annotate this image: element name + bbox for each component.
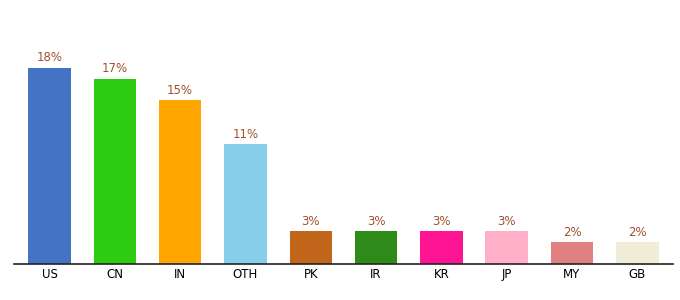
Bar	[159, 100, 201, 264]
Bar	[420, 231, 462, 264]
Text: 3%: 3%	[432, 215, 451, 228]
Text: 2%: 2%	[628, 226, 647, 239]
Text: 3%: 3%	[301, 215, 320, 228]
Bar	[29, 68, 71, 264]
Text: 17%: 17%	[102, 62, 128, 75]
Bar	[616, 242, 658, 264]
Text: 3%: 3%	[367, 215, 386, 228]
Text: 15%: 15%	[167, 84, 193, 97]
Bar	[486, 231, 528, 264]
Text: 18%: 18%	[37, 51, 63, 64]
Bar	[355, 231, 397, 264]
Text: 2%: 2%	[562, 226, 581, 239]
Bar	[224, 144, 267, 264]
Text: 11%: 11%	[233, 128, 258, 141]
Text: 3%: 3%	[497, 215, 516, 228]
Bar	[94, 79, 136, 264]
Bar	[290, 231, 332, 264]
Bar	[551, 242, 593, 264]
